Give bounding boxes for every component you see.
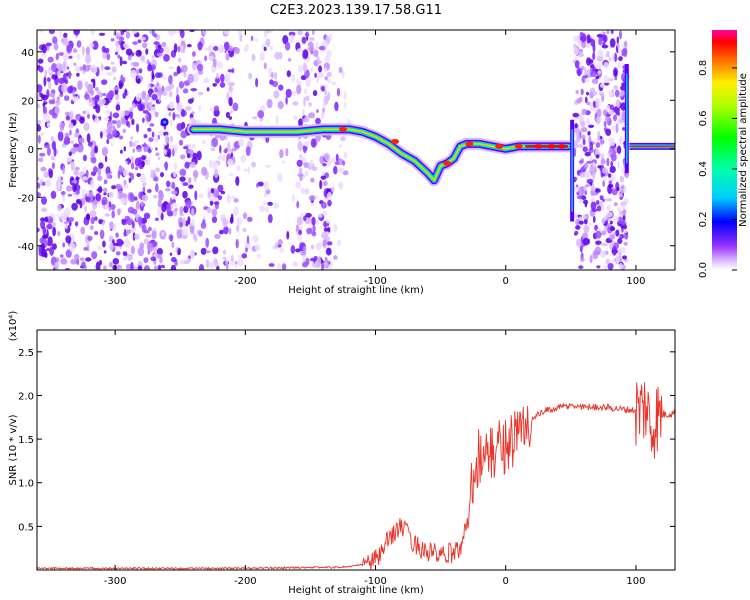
x-tick-label: 0 — [503, 576, 509, 587]
x-tick-label: -200 — [234, 576, 257, 587]
y-tick-label: 2.5 — [18, 348, 34, 359]
spectrogram-frame — [36, 29, 676, 271]
x-tick-label: -100 — [364, 576, 387, 587]
x-tick-label: 100 — [626, 576, 645, 587]
y-tick-label: 0 — [28, 145, 34, 156]
x-tick-label: -300 — [104, 276, 127, 287]
chart-title: C2E3.2023.139.17.58.G11 — [270, 3, 442, 18]
colorbar-tick-label: 0.4 — [698, 161, 709, 177]
snr-ylabel: SNR (10 * v/v) — [8, 414, 19, 485]
colorbar-tick-label: 0.8 — [698, 60, 709, 76]
x-tick-label: -300 — [104, 576, 127, 587]
x-tick-label: 100 — [626, 276, 645, 287]
colorbar-tick-label: 0.6 — [698, 110, 709, 126]
y-tick-label: -40 — [18, 242, 34, 253]
snr-xlabel: Height of straight line (km) — [288, 585, 424, 596]
y-tick-label: 40 — [21, 48, 34, 59]
y-tick-label: -20 — [18, 193, 34, 204]
y-tick-label: 2.0 — [18, 391, 34, 402]
spectrogram-ylabel: Frequency (Hz) — [8, 112, 19, 188]
y-tick-label: 20 — [21, 96, 34, 107]
y-tick-label: 0.5 — [18, 522, 34, 533]
signal-trace — [160, 63, 675, 222]
colorbar-tick-label: 0.0 — [698, 262, 709, 278]
colorbar-ticks: 0.0 0.2 0.4 0.6 0.8 — [698, 60, 737, 278]
x-tick-label: -200 — [234, 276, 257, 287]
spectrogram-xlabel: Height of straight line (km) — [288, 285, 424, 296]
colorbar-label: Normalized spectral amplitude — [738, 73, 749, 227]
snr-frame — [36, 329, 676, 571]
x-tick-label: -100 — [364, 276, 387, 287]
snr-series-line — [37, 382, 675, 570]
y-tick-label: 1.5 — [18, 435, 34, 446]
x-tick-label: 0 — [503, 276, 509, 287]
snr-line — [37, 382, 675, 570]
colorbar: 0.0 0.2 0.4 0.6 0.8 Normalized spectral ampl… — [698, 30, 749, 278]
snr-ticks: -300 -200 -100 0 100 0.5 1.0 1.5 2.0 2.5 — [18, 330, 675, 587]
y-tick-label: 1.0 — [18, 479, 34, 490]
colorbar-tick-label: 0.2 — [698, 212, 709, 228]
colorbar-gradient — [712, 30, 737, 270]
snr-multiplier: (x10⁴) — [8, 311, 19, 342]
snr-panel: -300 -200 -100 0 100 0.5 1.0 1.5 2.0 2.5 Height o… — [8, 311, 676, 596]
